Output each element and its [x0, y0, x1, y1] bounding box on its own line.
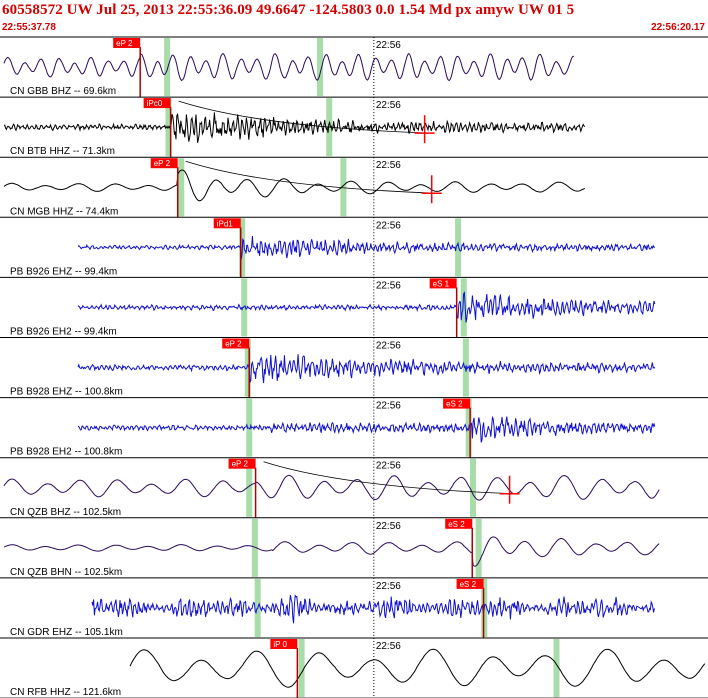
phase-pick-label: eP 2 — [116, 39, 133, 48]
minute-tick-label: 22:56 — [376, 220, 401, 231]
phase-pick-label: eP 2 — [154, 159, 171, 168]
phase-pick-box[interactable] — [150, 158, 178, 169]
window-band — [178, 158, 185, 217]
waveform — [129, 648, 706, 688]
window-band — [475, 518, 482, 577]
waveform — [77, 415, 656, 443]
window-band — [164, 38, 171, 97]
trace-label: PB B928 EHZ -- 100.8km — [10, 387, 123, 398]
trace-label: PB B928 EH2 -- 100.8km — [10, 447, 122, 458]
phase-pick-box[interactable] — [113, 38, 141, 48]
phase-pick-label: eS 1 — [433, 279, 450, 288]
minute-tick-label: 22:56 — [376, 581, 401, 592]
window-band — [251, 518, 258, 577]
window-band — [298, 639, 305, 698]
waveform — [91, 594, 655, 624]
phase-pick-box[interactable] — [143, 98, 171, 109]
phase-pick-box[interactable] — [270, 639, 298, 649]
minute-tick-label: 22:56 — [376, 641, 401, 652]
waveform — [3, 112, 586, 143]
window-band — [246, 398, 253, 457]
minute-tick-label: 22:56 — [376, 160, 401, 171]
minute-tick-label: 22:56 — [376, 100, 401, 111]
waveform — [77, 354, 656, 384]
coda-fit-line — [263, 461, 516, 495]
phase-pick-box[interactable] — [456, 578, 484, 589]
phase-pick-label: eP 2 — [232, 460, 249, 469]
trace-label: PB B926 EH2 -- 99.4km — [10, 327, 117, 338]
phase-pick-box[interactable] — [213, 218, 241, 229]
window-band — [553, 639, 560, 698]
trace-label: CN GDR EHZ -- 105.1km — [10, 627, 123, 638]
phase-pick-label: eS 2 — [460, 580, 477, 589]
phase-pick-label: eS 2 — [446, 400, 463, 409]
trace-label: CN QZB BHN -- 102.5km — [10, 567, 122, 578]
phase-pick-label: iPd1 — [217, 219, 234, 228]
minute-tick-label: 22:56 — [376, 401, 401, 412]
waveform — [77, 235, 656, 260]
window-band — [340, 158, 347, 217]
phase-pick-box[interactable] — [445, 518, 473, 529]
waveform — [3, 536, 660, 567]
window-start-time: 22:55:37.78 — [2, 22, 56, 33]
trace-label: CN RFB HHZ -- 121.6km — [10, 687, 121, 698]
window-band — [469, 458, 476, 517]
waveform — [3, 474, 660, 501]
trace-label: CN GBB BHZ -- 69.6km — [10, 86, 116, 97]
minute-tick-label: 22:56 — [376, 280, 401, 291]
waveform — [3, 53, 575, 82]
coda-fit-line — [185, 160, 438, 194]
window-end-time: 22:56:20.17 — [651, 22, 705, 33]
window-band — [246, 458, 253, 517]
minute-tick-label: 22:56 — [376, 341, 401, 352]
window-band — [244, 338, 251, 397]
minute-tick-label: 22:56 — [376, 40, 401, 51]
window-band — [460, 278, 467, 337]
trace-label: CN QZB BHZ -- 102.5km — [10, 507, 121, 518]
phase-pick-box[interactable] — [228, 458, 256, 469]
minute-tick-label: 22:56 — [376, 461, 401, 472]
phase-pick-box[interactable] — [429, 278, 457, 289]
trace-label: CN BTB HHZ -- 71.3km — [10, 146, 115, 157]
window-band — [317, 38, 324, 97]
phase-pick-box[interactable] — [443, 398, 471, 409]
phase-pick-label: eS 2 — [448, 520, 465, 529]
phase-pick-label: iPc0 — [147, 99, 163, 108]
window-band — [241, 278, 248, 337]
waveform — [3, 169, 586, 202]
phase-pick-label: eP 2 — [225, 340, 242, 349]
phase-pick-box[interactable] — [222, 338, 250, 349]
event-header: 60558572 UW Jul 25, 2013 22:55:36.09 49.… — [2, 2, 575, 18]
minute-tick-label: 22:56 — [376, 521, 401, 532]
waveform — [77, 291, 656, 323]
window-band — [455, 218, 462, 277]
trace-label: PB B926 EHZ -- 99.4km — [10, 266, 117, 277]
trace-label: CN MGB HHZ -- 74.4km — [10, 206, 118, 217]
coda-fit-line — [178, 100, 431, 134]
phase-pick-label: iP 0 — [273, 640, 287, 649]
